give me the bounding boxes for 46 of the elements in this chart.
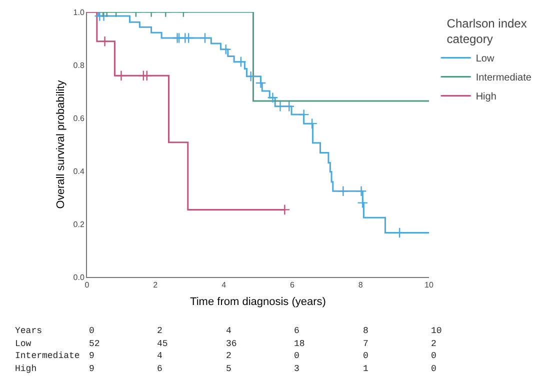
legend-label: Low xyxy=(476,54,495,65)
x-axis-title: Time from diagnosis (years) xyxy=(190,296,326,308)
y-tick-label: 0.2 xyxy=(73,220,85,229)
y-tick-label: 0.6 xyxy=(73,114,85,123)
text: 0 xyxy=(431,364,436,374)
text: High xyxy=(15,364,37,374)
text: 8 xyxy=(363,326,368,336)
x-tick-label: 8 xyxy=(358,280,364,290)
text: 45 xyxy=(157,339,168,349)
text: 2 xyxy=(226,351,232,361)
text: 0 xyxy=(363,351,368,361)
x-tick-label: 6 xyxy=(290,280,295,290)
x-tick-label: 4 xyxy=(222,280,227,290)
text: 10 xyxy=(431,326,442,336)
text: 0 xyxy=(89,326,94,336)
text: 1 xyxy=(363,364,368,374)
text: 0 xyxy=(294,351,300,361)
x-tick-label: 2 xyxy=(153,280,158,290)
text: 9 xyxy=(89,364,94,374)
x-tick-label: 0 xyxy=(84,280,90,290)
text: 7 xyxy=(363,339,368,349)
legend-label: High xyxy=(476,92,496,103)
text: 9 xyxy=(89,351,94,361)
x-tick-label: 10 xyxy=(424,280,434,290)
text: 4 xyxy=(157,351,162,361)
text: Low xyxy=(15,339,32,349)
text: Years xyxy=(15,326,42,336)
text: 0 xyxy=(431,351,436,361)
y-tick-label: 1.0 xyxy=(73,8,85,17)
text: 2 xyxy=(157,326,162,336)
text: 4 xyxy=(226,326,232,336)
text: 5 xyxy=(226,364,232,374)
text: 52 xyxy=(89,339,100,349)
text: 18 xyxy=(294,339,305,349)
text: 36 xyxy=(226,339,237,349)
legend-label: Intermediate xyxy=(476,72,532,84)
text: 6 xyxy=(157,364,162,374)
text: 2 xyxy=(431,339,436,349)
text: 6 xyxy=(294,326,300,336)
y-axis-title: Overall survival probability xyxy=(54,80,67,209)
text: Intermediate xyxy=(15,351,80,361)
y-tick-label: 0.4 xyxy=(73,166,85,176)
y-tick-label: 0.8 xyxy=(73,60,85,70)
y-tick-label: 0.0 xyxy=(73,272,85,282)
text: 3 xyxy=(294,364,300,374)
legend-title: Charlson index category xyxy=(446,16,527,46)
